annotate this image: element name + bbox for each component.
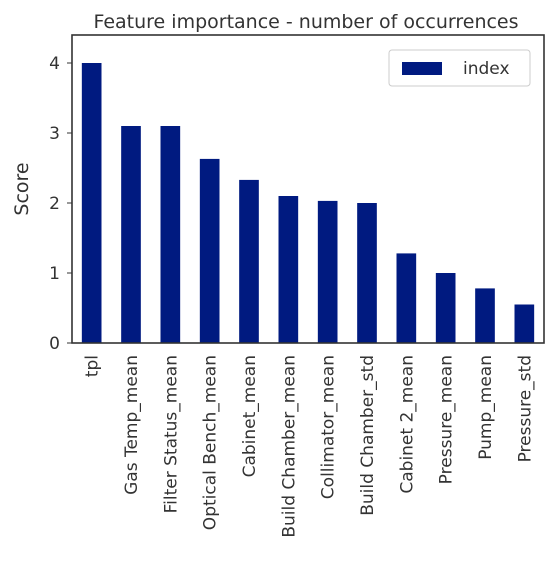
y-tick-label-3: 3 (49, 124, 60, 144)
bars-group (81, 63, 535, 343)
x-tick-label-2: Filter Status_mean (161, 355, 181, 513)
bar-0 (81, 63, 102, 343)
bar-1 (121, 126, 141, 343)
bar-10 (475, 288, 495, 343)
bar-2 (160, 126, 181, 343)
x-tick-label-7: Build Chamber_std (358, 355, 378, 516)
legend-swatch (402, 62, 442, 75)
x-tick-label-5: Build Chamber_mean (279, 355, 299, 538)
x-tick-label-9: Pressure_mean (437, 355, 457, 484)
bar-7 (357, 203, 377, 343)
bar-4 (239, 179, 259, 343)
legend: index (388, 49, 531, 87)
y-tick-label-1: 1 (49, 264, 60, 284)
bar-5 (278, 196, 299, 343)
plot-frame (71, 34, 545, 344)
bar-3 (199, 158, 220, 343)
legend-box (388, 49, 531, 87)
x-tick-label-1: Gas Temp_mean (122, 355, 142, 495)
x-tick-label-3: Optical Bench_mean (201, 355, 221, 530)
bar-8 (396, 253, 417, 343)
y-tick-label-0: 0 (49, 334, 60, 354)
x-tick-label-4: Cabinet_mean (240, 355, 260, 477)
y-axis-label: Score (11, 162, 33, 215)
chart-title: Feature importance - number of occurrenc… (93, 11, 518, 33)
x-tick-label-10: Pump_mean (476, 355, 496, 460)
y-tick-label-4: 4 (49, 54, 60, 74)
bar-6 (317, 200, 338, 343)
x-axis-ticks: tpl Gas Temp_mean Filter Status_mean Optica… (83, 355, 536, 538)
bar-9 (435, 273, 456, 343)
legend-label: index (463, 59, 510, 79)
y-tick-label-2: 2 (49, 194, 60, 214)
x-tick-label-11: Pressure_std (515, 355, 535, 462)
y-axis-ticks: 0 1 2 3 4 (49, 54, 72, 354)
bar-11 (514, 304, 535, 343)
x-tick-label-0: tpl (83, 355, 103, 377)
x-tick-label-6: Collimator_mean (319, 355, 339, 499)
x-tick-label-8: Cabinet 2_mean (397, 355, 417, 494)
